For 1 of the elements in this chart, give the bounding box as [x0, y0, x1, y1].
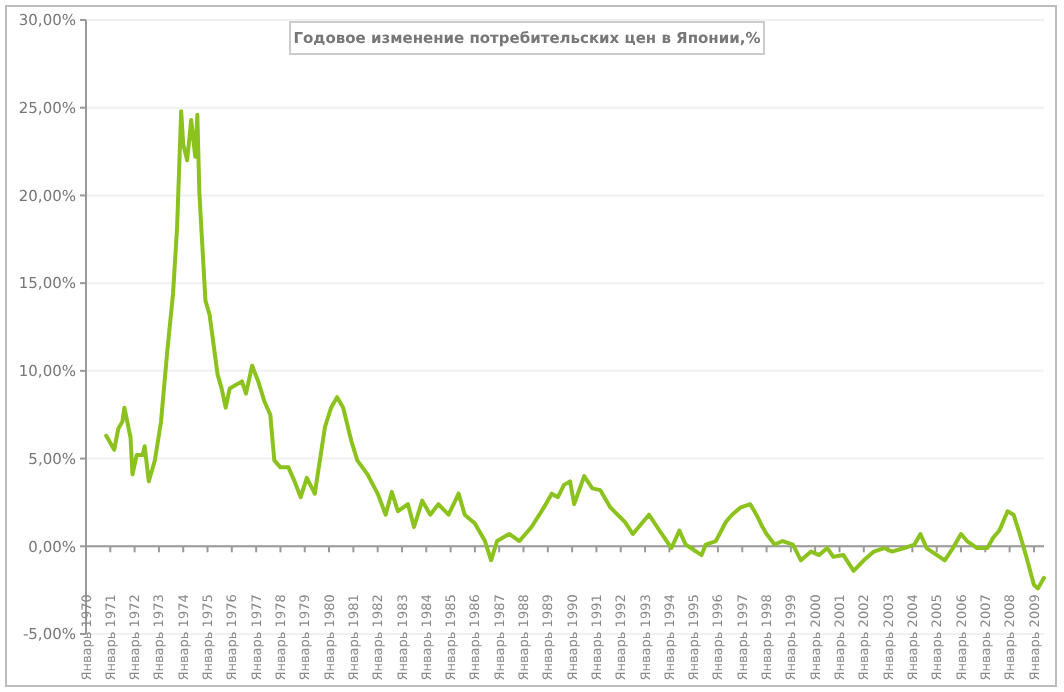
line-series — [104, 109, 1046, 591]
